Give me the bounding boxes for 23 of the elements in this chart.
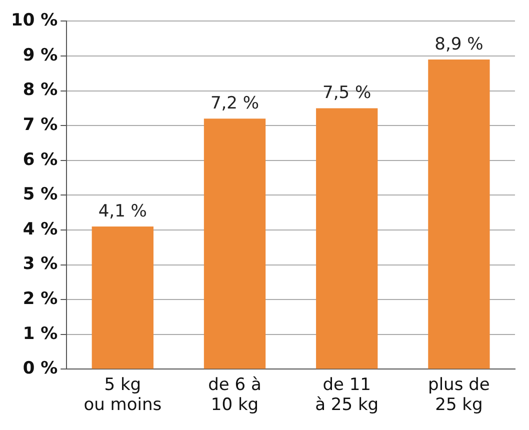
y-tick-label: 10 % [11,10,58,31]
x-tick-label: de 11 à 25 kg [315,374,379,416]
y-tick-label: 6 % [22,150,58,170]
bar [92,226,154,369]
bar [204,118,266,369]
data-label: 7,2 % [210,94,260,114]
x-tick-label: 5 kg ou moins [84,374,162,416]
y-tick-label: 4 % [22,219,58,240]
y-tick-label: 1 % [22,324,58,344]
y-tick-label: 0 % [22,358,58,379]
data-label: 8,9 % [434,34,484,54]
y-tick-label: 5 % [22,184,58,205]
x-tick-label: plus de 25 kg [428,374,490,416]
y-tick-label: 3 % [22,254,58,274]
y-tick-label: 8 % [22,80,58,100]
data-label: 7,5 % [322,83,372,104]
y-tick-label: 9 % [22,45,58,66]
y-tick-label: 2 % [22,289,58,310]
x-tick-label: de 6 à 10 kg [208,374,262,416]
y-tick-label: 7 % [22,115,58,136]
bar [428,59,490,369]
data-label: 4,1 % [98,201,147,222]
bar [316,108,378,369]
